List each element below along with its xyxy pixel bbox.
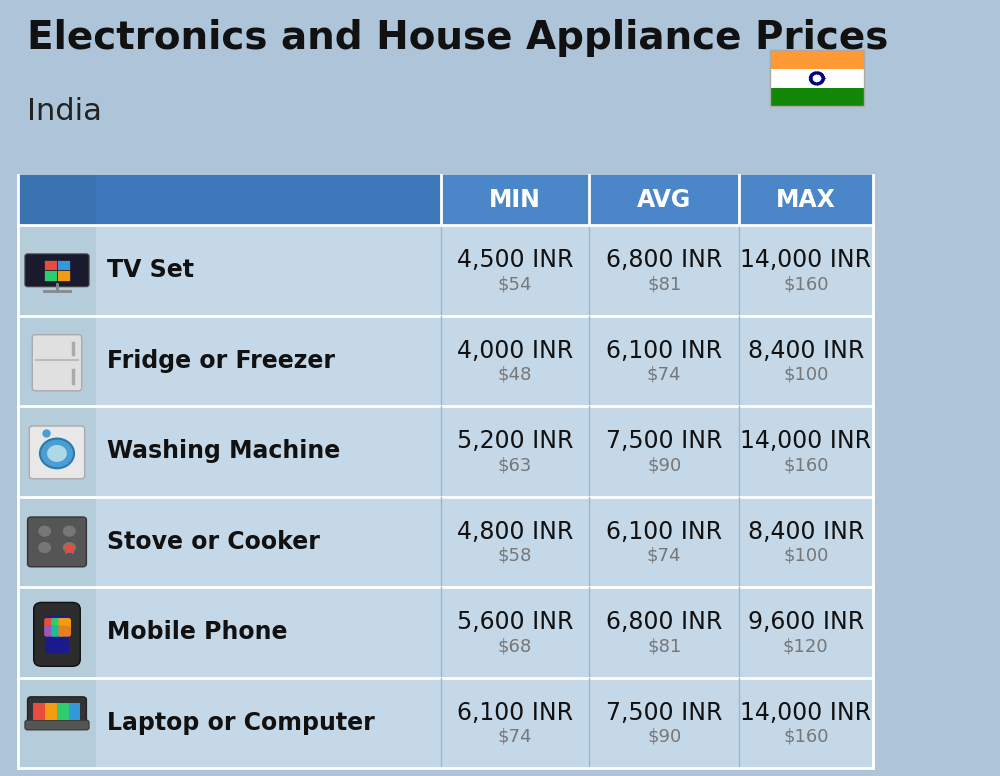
FancyBboxPatch shape xyxy=(18,316,873,406)
FancyBboxPatch shape xyxy=(28,697,86,726)
FancyBboxPatch shape xyxy=(51,625,64,636)
FancyBboxPatch shape xyxy=(96,175,441,225)
Circle shape xyxy=(38,542,52,554)
Text: 14,000 INR: 14,000 INR xyxy=(740,429,871,453)
FancyBboxPatch shape xyxy=(51,618,64,629)
FancyBboxPatch shape xyxy=(57,703,69,720)
Text: 4,800 INR: 4,800 INR xyxy=(457,520,573,544)
FancyBboxPatch shape xyxy=(58,618,71,629)
FancyBboxPatch shape xyxy=(18,406,873,497)
Text: 6,100 INR: 6,100 INR xyxy=(606,520,722,544)
Text: $74: $74 xyxy=(498,728,532,746)
Text: 6,800 INR: 6,800 INR xyxy=(606,611,722,634)
Text: $63: $63 xyxy=(498,456,532,474)
FancyBboxPatch shape xyxy=(44,270,57,281)
Text: $81: $81 xyxy=(647,275,681,293)
FancyBboxPatch shape xyxy=(770,69,864,88)
FancyBboxPatch shape xyxy=(18,497,96,587)
FancyBboxPatch shape xyxy=(34,602,80,667)
Text: 4,500 INR: 4,500 INR xyxy=(457,248,573,272)
Text: MAX: MAX xyxy=(776,188,836,212)
FancyBboxPatch shape xyxy=(18,225,96,316)
FancyBboxPatch shape xyxy=(18,587,873,677)
Circle shape xyxy=(812,74,822,82)
FancyBboxPatch shape xyxy=(44,625,57,636)
FancyBboxPatch shape xyxy=(18,677,873,768)
FancyBboxPatch shape xyxy=(28,517,86,566)
Text: 4,000 INR: 4,000 INR xyxy=(457,339,573,362)
Circle shape xyxy=(62,525,76,537)
Text: Laptop or Computer: Laptop or Computer xyxy=(107,711,375,735)
FancyBboxPatch shape xyxy=(18,587,96,677)
FancyBboxPatch shape xyxy=(32,334,82,391)
FancyBboxPatch shape xyxy=(18,175,873,225)
Text: $90: $90 xyxy=(647,456,681,474)
FancyBboxPatch shape xyxy=(770,88,864,106)
Text: AVG: AVG xyxy=(637,188,691,212)
FancyBboxPatch shape xyxy=(18,175,96,225)
Text: MIN: MIN xyxy=(489,188,541,212)
FancyBboxPatch shape xyxy=(45,703,57,720)
FancyBboxPatch shape xyxy=(45,615,69,653)
Text: $120: $120 xyxy=(783,637,829,656)
Text: $58: $58 xyxy=(498,547,532,565)
FancyBboxPatch shape xyxy=(770,50,864,69)
Text: 9,600 INR: 9,600 INR xyxy=(748,611,864,634)
Text: 5,200 INR: 5,200 INR xyxy=(457,429,573,453)
Text: $74: $74 xyxy=(647,365,681,384)
Text: 7,500 INR: 7,500 INR xyxy=(606,701,722,725)
FancyBboxPatch shape xyxy=(25,720,89,730)
Circle shape xyxy=(62,542,76,554)
FancyBboxPatch shape xyxy=(57,260,70,270)
FancyBboxPatch shape xyxy=(18,677,96,768)
FancyBboxPatch shape xyxy=(25,254,89,286)
Text: Electronics and House Appliance Prices: Electronics and House Appliance Prices xyxy=(27,19,888,57)
Text: $160: $160 xyxy=(783,275,829,293)
FancyBboxPatch shape xyxy=(44,260,57,270)
FancyBboxPatch shape xyxy=(18,497,873,587)
Text: $81: $81 xyxy=(647,637,681,656)
Text: 6,100 INR: 6,100 INR xyxy=(606,339,722,362)
Text: 8,400 INR: 8,400 INR xyxy=(748,520,864,544)
FancyBboxPatch shape xyxy=(44,618,57,629)
Text: 6,800 INR: 6,800 INR xyxy=(606,248,722,272)
Text: Mobile Phone: Mobile Phone xyxy=(107,621,287,644)
FancyBboxPatch shape xyxy=(58,625,71,636)
Text: $48: $48 xyxy=(498,365,532,384)
FancyBboxPatch shape xyxy=(18,316,96,406)
Text: $90: $90 xyxy=(647,728,681,746)
Text: $74: $74 xyxy=(647,547,681,565)
Text: 14,000 INR: 14,000 INR xyxy=(740,701,871,725)
FancyBboxPatch shape xyxy=(69,703,80,720)
Circle shape xyxy=(46,444,68,462)
Text: TV Set: TV Set xyxy=(107,258,194,282)
FancyBboxPatch shape xyxy=(18,406,96,497)
FancyBboxPatch shape xyxy=(29,426,85,479)
Text: 8,400 INR: 8,400 INR xyxy=(748,339,864,362)
Text: 7,500 INR: 7,500 INR xyxy=(606,429,722,453)
Circle shape xyxy=(40,438,74,468)
Text: $160: $160 xyxy=(783,728,829,746)
Text: Stove or Cooker: Stove or Cooker xyxy=(107,530,320,554)
Text: India: India xyxy=(27,97,102,126)
FancyBboxPatch shape xyxy=(18,225,873,316)
Text: Washing Machine: Washing Machine xyxy=(107,439,340,463)
Text: Fridge or Freezer: Fridge or Freezer xyxy=(107,349,335,372)
Circle shape xyxy=(38,525,52,537)
Text: 5,600 INR: 5,600 INR xyxy=(457,611,573,634)
FancyBboxPatch shape xyxy=(57,270,70,281)
FancyBboxPatch shape xyxy=(33,703,45,720)
Text: $54: $54 xyxy=(498,275,532,293)
Text: 14,000 INR: 14,000 INR xyxy=(740,248,871,272)
Text: 6,100 INR: 6,100 INR xyxy=(457,701,573,725)
Text: $68: $68 xyxy=(498,637,532,656)
Text: $100: $100 xyxy=(783,547,828,565)
Text: $100: $100 xyxy=(783,365,828,384)
Text: $160: $160 xyxy=(783,456,829,474)
Circle shape xyxy=(809,71,825,85)
